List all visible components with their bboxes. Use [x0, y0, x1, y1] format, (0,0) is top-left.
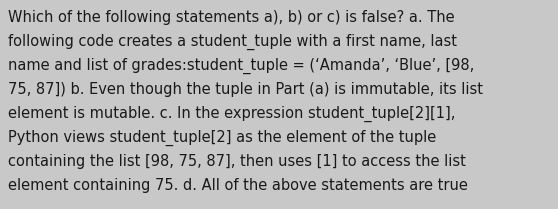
Text: name and list of grades:student_tuple = (‘Amanda’, ‘Blue’, [98,: name and list of grades:student_tuple = … — [8, 58, 474, 74]
Text: 75, 87]) b. Even though the tuple in Part (a) is immutable, its list: 75, 87]) b. Even though the tuple in Par… — [8, 82, 483, 97]
Text: Python views student_tuple[2] as the element of the tuple: Python views student_tuple[2] as the ele… — [8, 130, 436, 146]
Text: following code creates a student_tuple with a first name, last: following code creates a student_tuple w… — [8, 34, 457, 50]
Text: containing the list [98, 75, 87], then uses [1] to access the list: containing the list [98, 75, 87], then u… — [8, 154, 466, 169]
Text: element is mutable. c. In the expression student_tuple[2][1],: element is mutable. c. In the expression… — [8, 106, 455, 122]
Text: Which of the following statements a), b) or c) is false? a. The: Which of the following statements a), b)… — [8, 10, 455, 25]
Text: element containing 75. d. All of the above statements are true: element containing 75. d. All of the abo… — [8, 178, 468, 193]
